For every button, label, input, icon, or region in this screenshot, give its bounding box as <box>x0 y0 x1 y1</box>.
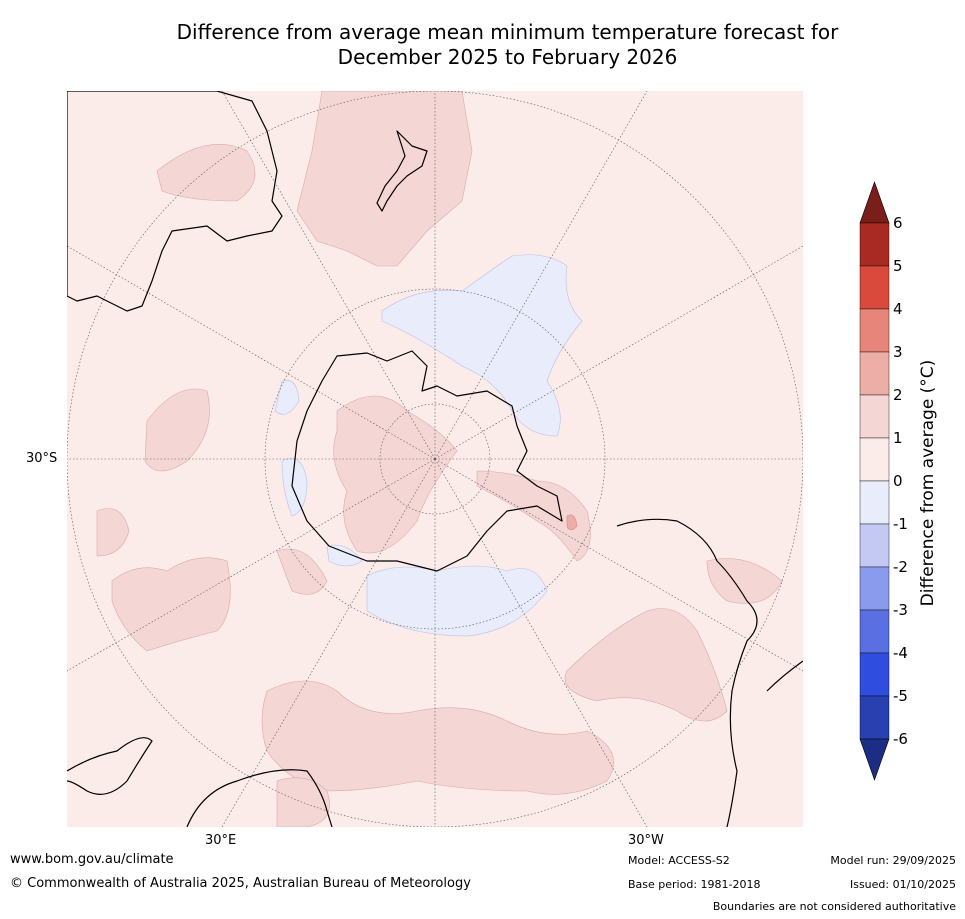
colorbar-tick-3: 3 <box>893 343 903 361</box>
colorbar-tick-minus1: -1 <box>893 515 908 533</box>
colorbar-band-1-to-2 <box>859 394 890 439</box>
colorbar-tick-minus2: -2 <box>893 558 908 576</box>
colorbar-title: Difference from average (°C) <box>918 359 938 607</box>
colorbar-extend-high <box>859 181 890 224</box>
lat-label-30s: 30°S <box>26 451 58 466</box>
antarctica-coastline <box>291 350 563 572</box>
map-title: Difference from average mean minimum tem… <box>60 20 955 70</box>
colorbar-tick-minus4: -4 <box>893 644 908 662</box>
colorbar-band-minus2-to-minus1 <box>859 523 890 568</box>
colorbar-band-5-to-6 <box>859 222 890 267</box>
coastlines <box>67 91 803 827</box>
colorbar-tick-0: 0 <box>893 472 903 490</box>
forecast-map <box>67 91 803 827</box>
colorbar-band-minus4-to-minus3 <box>859 609 890 654</box>
colorbar-tick-minus6: -6 <box>893 730 908 748</box>
colorbar-tick-minus5: -5 <box>893 687 908 705</box>
colorbar-tick-1: 1 <box>893 429 903 447</box>
footer-model: Model: ACCESS-S2 <box>628 854 730 867</box>
footer-copyright: © Commonwealth of Australia 2025, Austra… <box>10 876 471 891</box>
colorbar-band-4-to-5 <box>859 265 890 310</box>
colorbar-extend-low <box>859 738 890 781</box>
colorbar-tick-minus3: -3 <box>893 601 908 619</box>
colorbar <box>859 181 890 781</box>
title-line-1: Difference from average mean minimum tem… <box>176 20 839 44</box>
lon-label-30w: 30°W <box>628 833 664 848</box>
colorbar-tick-2: 2 <box>893 386 903 404</box>
longitude-gridlines <box>67 91 803 827</box>
colorbar-band-minus3-to-minus2 <box>859 566 890 611</box>
colorbar-tick-6: 6 <box>893 214 903 232</box>
lon-label-30e: 30°E <box>205 833 237 848</box>
colorbar-band-3-to-4 <box>859 308 890 353</box>
colorbar-band-minus6-to-minus5 <box>859 695 890 740</box>
colorbar-band-minus5-to-minus4 <box>859 652 890 697</box>
footer-issued: Issued: 01/10/2025 <box>849 878 956 891</box>
footer-base-period: Base period: 1981-2018 <box>628 878 761 891</box>
africa-coastline <box>67 737 333 827</box>
new-zealand-coastline <box>376 130 428 212</box>
anomaly-regions-1-to-2 <box>96 91 783 827</box>
title-line-2: December 2025 to February 2026 <box>337 45 678 69</box>
footer-disclaimer: Boundaries are not considered authoritat… <box>712 900 956 913</box>
footer-website: www.bom.gov.au/climate <box>10 852 174 867</box>
south-america-coastline <box>616 518 803 827</box>
anomaly-regions-minus1-to-0 <box>274 254 583 637</box>
footer-model-run: Model run: 29/09/2025 <box>830 854 956 867</box>
colorbar-tick-5: 5 <box>893 257 903 275</box>
australia-coastline <box>67 91 283 312</box>
colorbar-band-2-to-3 <box>859 351 890 396</box>
colorbar-band-0-to-1 <box>859 437 890 482</box>
anomaly-patch-2-to-3 <box>566 514 578 531</box>
colorbar-band-minus1-to-0 <box>859 480 890 525</box>
colorbar-tick-4: 4 <box>893 300 903 318</box>
latitude-gridlines <box>67 91 803 827</box>
